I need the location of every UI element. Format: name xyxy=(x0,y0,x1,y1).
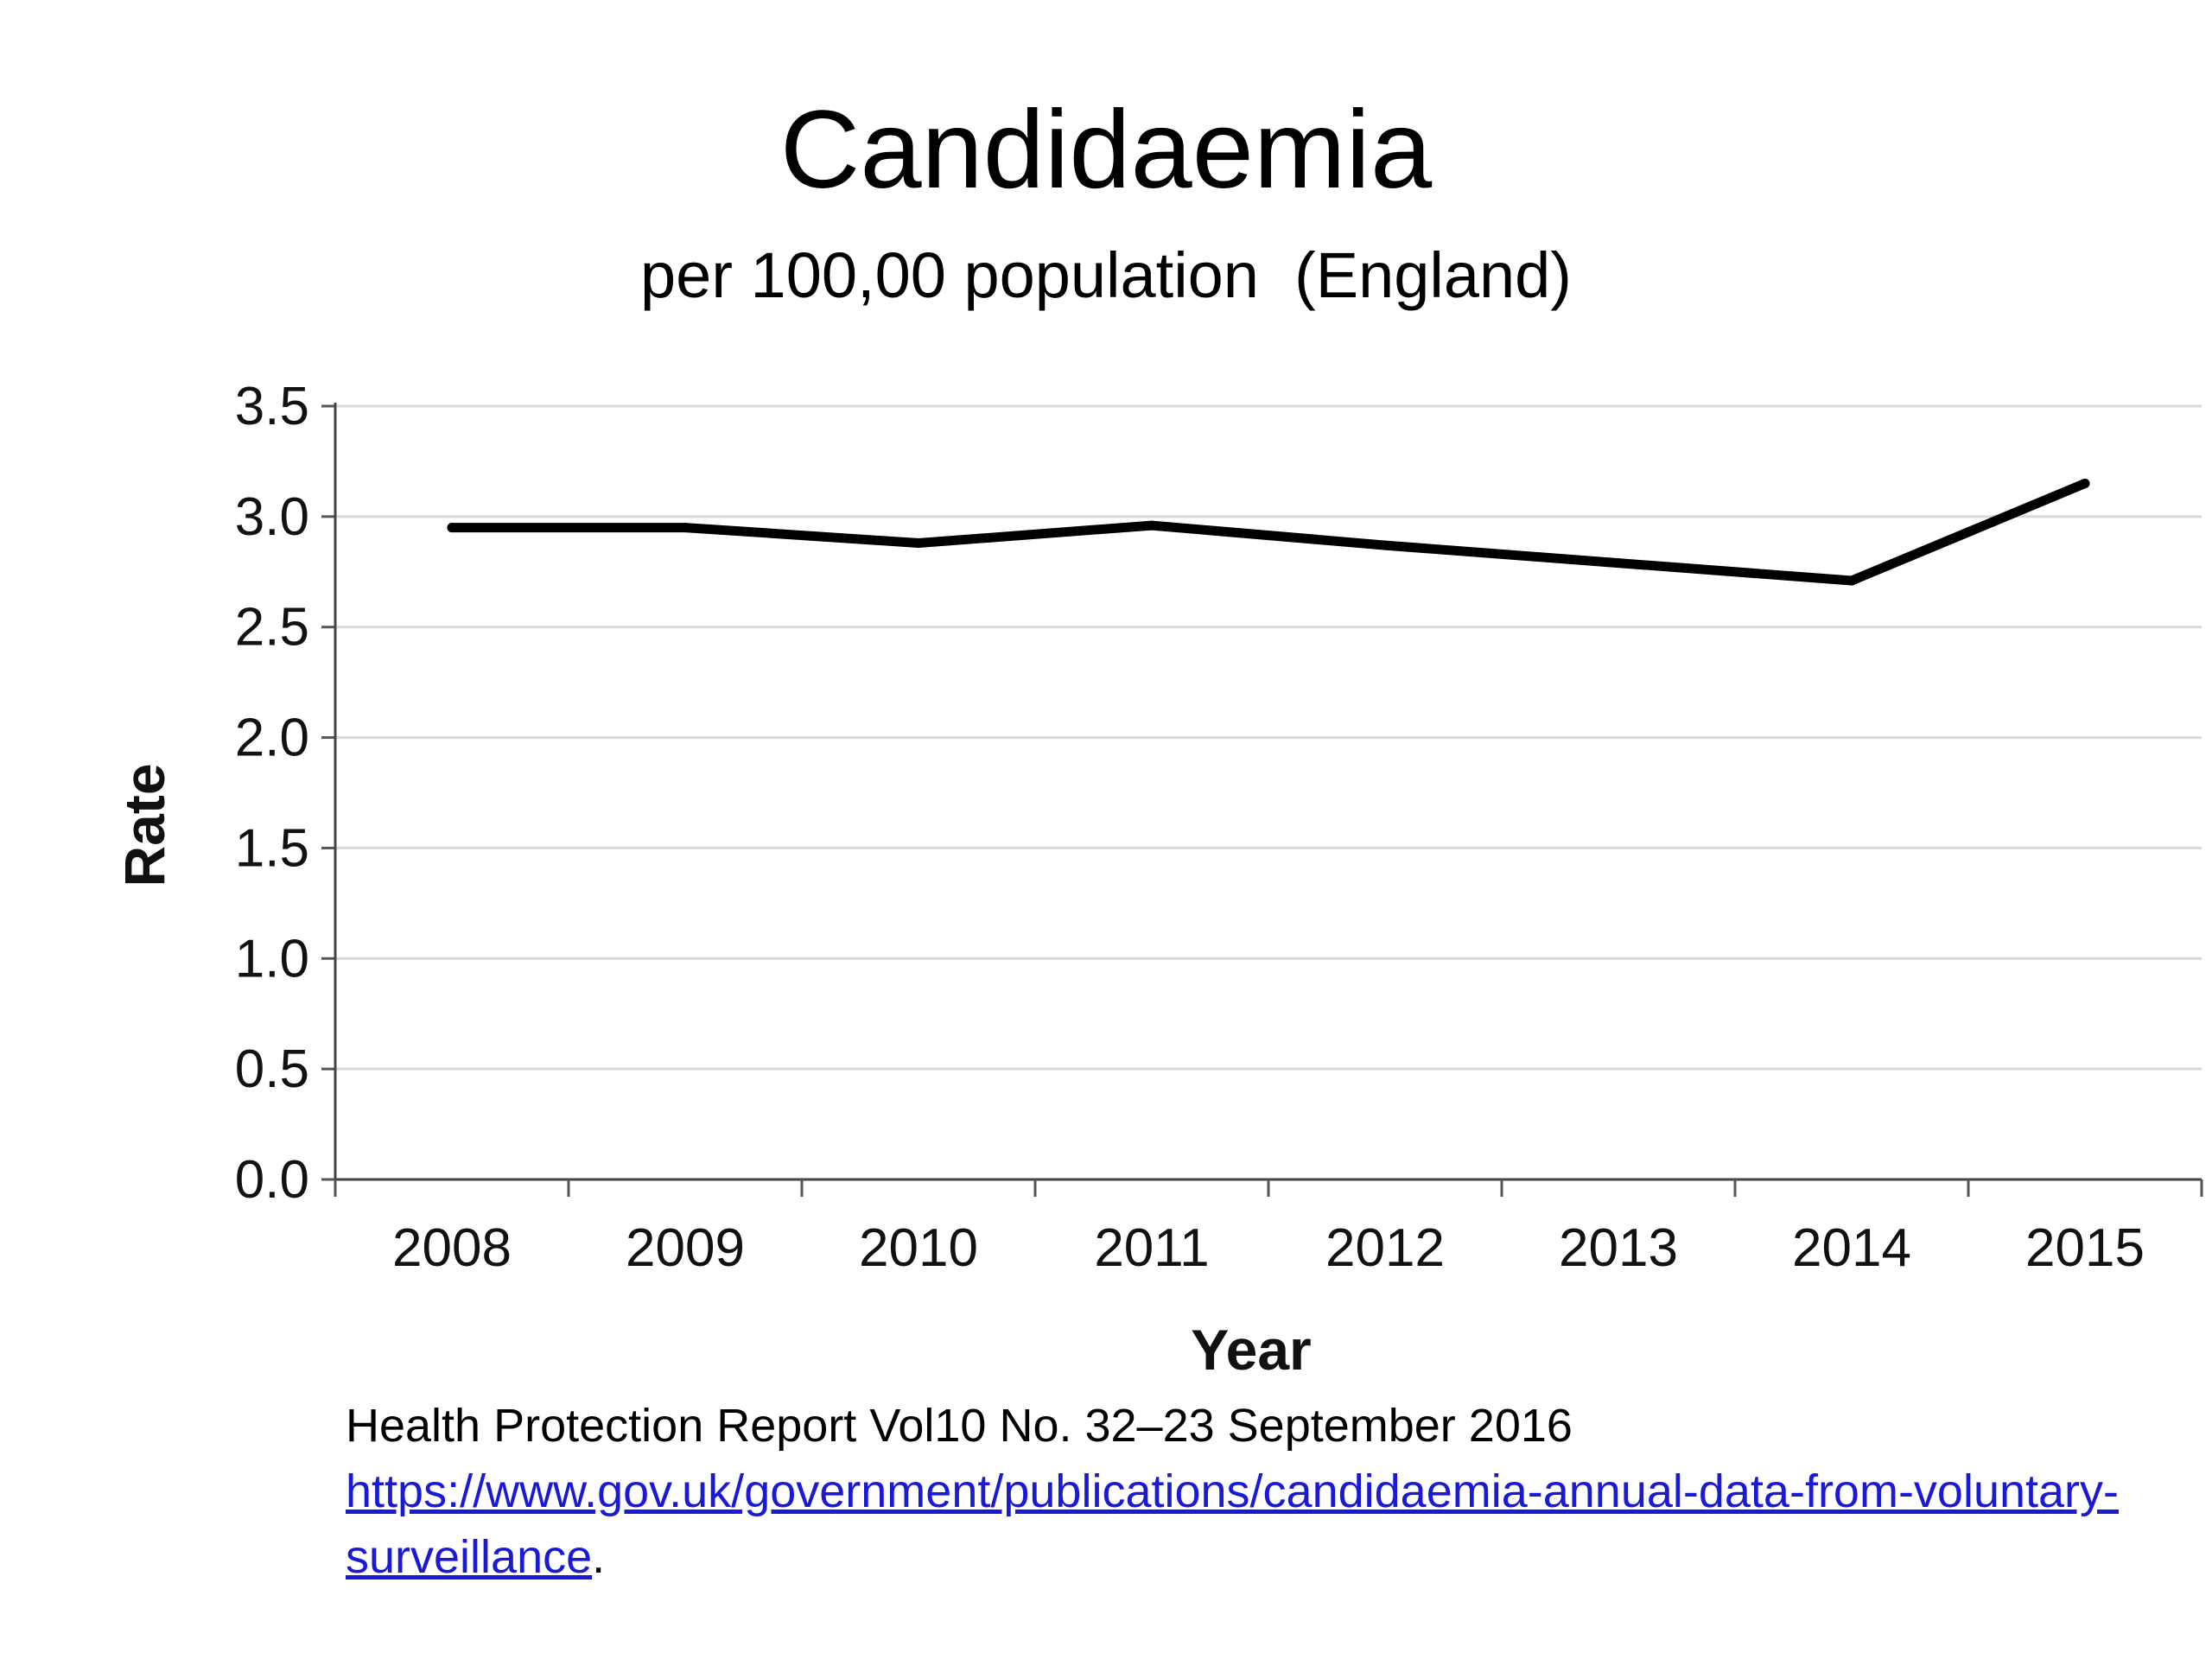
x-tick-label: 2009 xyxy=(626,1218,745,1278)
source-link[interactable]: https://www.gov.uk/government/publicatio… xyxy=(346,1465,2120,1583)
data-point xyxy=(2080,479,2090,488)
y-tick-label: 1.5 xyxy=(235,818,309,878)
x-tick-label: 2015 xyxy=(2025,1218,2145,1278)
data-point xyxy=(913,538,924,549)
x-tick-labels: 2008 2009 2010 2011 2012 2013 2014 2015 xyxy=(392,1218,2145,1278)
x-axis-title: Year xyxy=(1191,1318,1311,1382)
source-text: Health Protection Report Vol10 No. 32–23… xyxy=(346,1400,1573,1452)
chart-title: Candidaemia xyxy=(779,88,1433,212)
y-tick-label: 3.5 xyxy=(235,377,309,436)
y-tick-labels: 0.0 0.5 1.0 1.5 2.0 2.5 3.0 3.5 xyxy=(235,377,309,1210)
x-tick-label: 2010 xyxy=(859,1218,978,1278)
gridlines xyxy=(335,404,2202,1071)
data-point xyxy=(447,523,457,533)
line-chart: 0.0 0.5 1.0 1.5 2.0 2.5 3.0 3.5 2008 2009 2010 201… xyxy=(112,377,2203,1382)
y-tick-label: 0.0 xyxy=(235,1150,309,1210)
x-tick-label: 2011 xyxy=(1094,1218,1209,1278)
data-point xyxy=(1380,540,1390,550)
source-trailing: . xyxy=(592,1531,606,1583)
data-point xyxy=(1847,575,1857,586)
y-tick-label: 0.5 xyxy=(235,1039,309,1099)
series-line xyxy=(447,479,2090,586)
axes xyxy=(321,403,2203,1197)
x-tick-label: 2008 xyxy=(392,1218,512,1278)
data-point xyxy=(1147,520,1157,531)
data-point xyxy=(1613,558,1624,569)
y-tick-label: 1.0 xyxy=(235,929,309,988)
series xyxy=(447,479,2090,586)
y-tick-label: 2.0 xyxy=(235,709,309,768)
y-axis-title: Rate xyxy=(112,763,176,887)
y-tick-label: 3.0 xyxy=(235,487,309,547)
x-tick-label: 2012 xyxy=(1325,1218,1445,1278)
x-tick-label: 2013 xyxy=(1559,1218,1678,1278)
data-point xyxy=(680,523,690,533)
chart-subtitle: per 100,00 population (England) xyxy=(640,239,1572,311)
x-tick-label: 2014 xyxy=(1792,1218,1911,1278)
y-tick-label: 2.5 xyxy=(235,598,309,658)
source-citation: Health Protection Report Vol10 No. 32–23… xyxy=(346,1393,2160,1590)
